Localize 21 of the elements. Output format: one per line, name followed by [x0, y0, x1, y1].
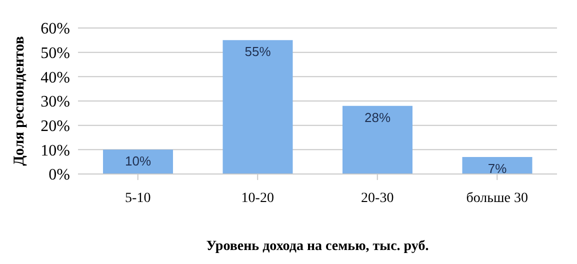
x-tick-label: 10-20: [241, 190, 274, 206]
x-tick-label: 20-30: [361, 190, 394, 206]
data-label: 28%: [364, 110, 391, 125]
y-axis-title: Доля респондентов: [11, 36, 28, 166]
y-tick-label: 30%: [40, 94, 70, 111]
x-tick-label: больше 30: [466, 190, 528, 206]
data-label: 55%: [244, 44, 272, 60]
bar: [103, 150, 173, 174]
data-label: 7%: [488, 160, 508, 176]
y-tick-label: 10%: [40, 142, 70, 160]
y-tick-label: 60%: [40, 20, 70, 38]
x-tick-label: 5-10: [125, 190, 151, 206]
x-axis-title: Уровень дохода на семью, тыс. руб.: [206, 239, 429, 254]
y-tick-label: 40%: [40, 69, 70, 86]
bar: [342, 106, 412, 174]
y-tick-label: 20%: [40, 118, 70, 136]
bar: [462, 156, 532, 174]
y-tick-label: 0%: [48, 166, 70, 184]
data-label: 10%: [124, 154, 152, 169]
bar: [222, 40, 293, 174]
y-tick-label: 50%: [40, 45, 70, 62]
